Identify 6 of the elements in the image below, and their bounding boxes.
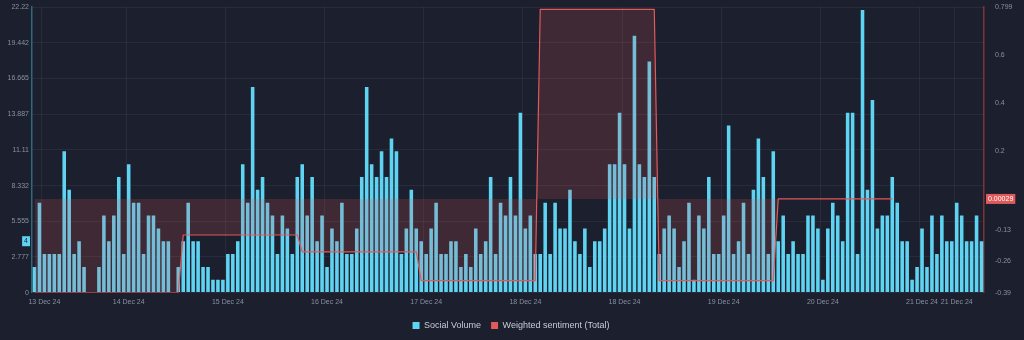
legend-label: Social Volume: [424, 319, 482, 330]
bar: [890, 177, 895, 293]
bar: [771, 151, 776, 293]
legend-label: Weighted sentiment (Total): [502, 319, 610, 330]
bar: [240, 164, 245, 293]
bar: [954, 202, 959, 293]
